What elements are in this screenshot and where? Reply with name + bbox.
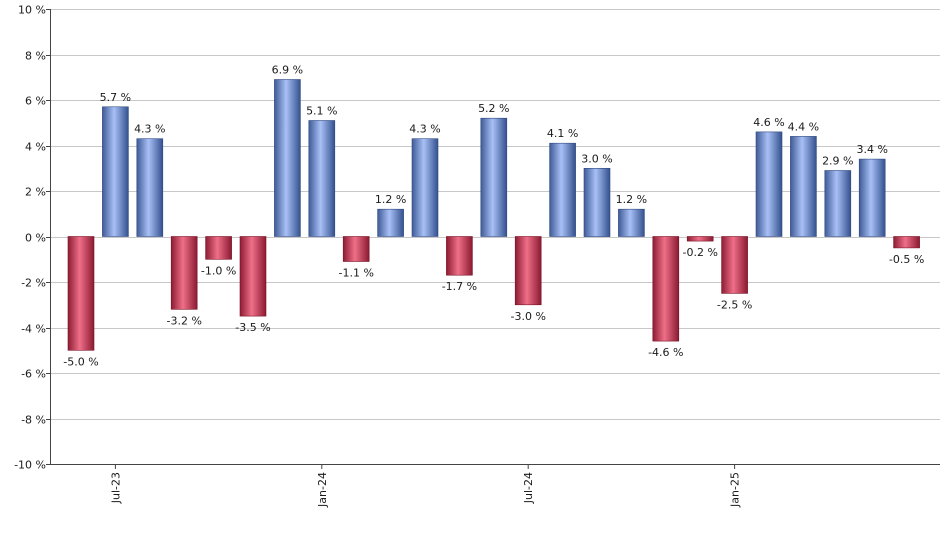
y-tick-label: -2 % xyxy=(21,277,46,290)
y-tick-label: -4 % xyxy=(21,323,46,336)
x-tick-label: Jul-24 xyxy=(522,472,535,504)
data-label: 5.1 % xyxy=(306,105,337,118)
data-label: 4.4 % xyxy=(788,120,819,133)
y-tick-label: -8 % xyxy=(21,414,46,427)
data-label: 5.2 % xyxy=(478,102,509,115)
bar xyxy=(205,236,232,260)
data-label: -0.2 % xyxy=(682,246,717,259)
data-label: 2.9 % xyxy=(822,155,853,168)
y-tick-label: 4 % xyxy=(25,141,46,154)
bar xyxy=(480,117,508,237)
x-tick-label: Jan-24 xyxy=(316,472,329,508)
bar xyxy=(549,142,576,237)
data-label: -5.0 % xyxy=(63,355,98,368)
bar xyxy=(514,236,542,306)
bar xyxy=(686,236,714,242)
bar xyxy=(755,131,783,237)
bar xyxy=(377,208,404,237)
bar xyxy=(67,236,95,351)
x-tick-label: Jan-25 xyxy=(729,472,742,508)
data-label: -3.5 % xyxy=(235,321,270,334)
data-label: 1.2 % xyxy=(616,193,647,206)
bar xyxy=(102,106,129,237)
bar xyxy=(858,158,886,237)
x-axis-ticks: Jul-23 Jan-24 Jul-24 Jan-25 xyxy=(109,464,742,508)
bar xyxy=(790,136,817,237)
bar xyxy=(893,236,920,249)
data-label: -1.0 % xyxy=(201,264,236,277)
y-tick-label: 10 % xyxy=(18,4,46,17)
data-label: -1.7 % xyxy=(442,280,477,293)
data-label: 4.3 % xyxy=(409,123,440,136)
bar xyxy=(239,236,267,317)
bar xyxy=(136,138,164,237)
bar xyxy=(652,236,680,342)
bar xyxy=(274,79,301,237)
data-label: 4.1 % xyxy=(547,127,578,140)
y-tick-label: 6 % xyxy=(25,95,46,108)
y-tick-label: -6 % xyxy=(21,368,46,381)
y-tick-label: -10 % xyxy=(14,459,46,472)
x-tick-label: Jul-23 xyxy=(109,472,122,504)
data-label: 3.4 % xyxy=(856,143,887,156)
data-label: 3.0 % xyxy=(581,152,612,165)
bar xyxy=(411,138,439,237)
bars xyxy=(67,79,920,351)
data-label: -0.5 % xyxy=(889,253,924,266)
data-label: -3.2 % xyxy=(166,314,201,327)
data-label: -2.5 % xyxy=(717,298,752,311)
data-label: 1.2 % xyxy=(375,193,406,206)
data-label: 4.3 % xyxy=(134,123,165,136)
bar xyxy=(170,236,198,310)
data-label: 5.7 % xyxy=(100,91,131,104)
y-axis-ticks: 10 % 8 % 6 % 4 % 2 % 0 % -2 % -4 % -6 % -8 % -10 % xyxy=(14,4,50,472)
bar xyxy=(618,208,645,237)
data-label: -4.6 % xyxy=(648,346,683,359)
y-tick-label: 2 % xyxy=(25,186,46,199)
data-label: -1.1 % xyxy=(338,267,373,280)
data-labels: -5.0 % 5.7 % 4.3 % -3.2 % -1.0 % -3.5 % 6.9 % 5… xyxy=(63,64,924,369)
data-label: -3.0 % xyxy=(510,310,545,323)
bar xyxy=(342,236,370,262)
y-tick-label: 0 % xyxy=(25,232,46,245)
bar xyxy=(721,236,748,294)
bar xyxy=(446,236,473,276)
data-label: 6.9 % xyxy=(272,64,303,77)
bar xyxy=(308,120,336,237)
y-tick-label: 8 % xyxy=(25,50,46,63)
data-label: 4.6 % xyxy=(753,116,784,129)
bar xyxy=(583,168,611,237)
bar xyxy=(824,170,852,237)
